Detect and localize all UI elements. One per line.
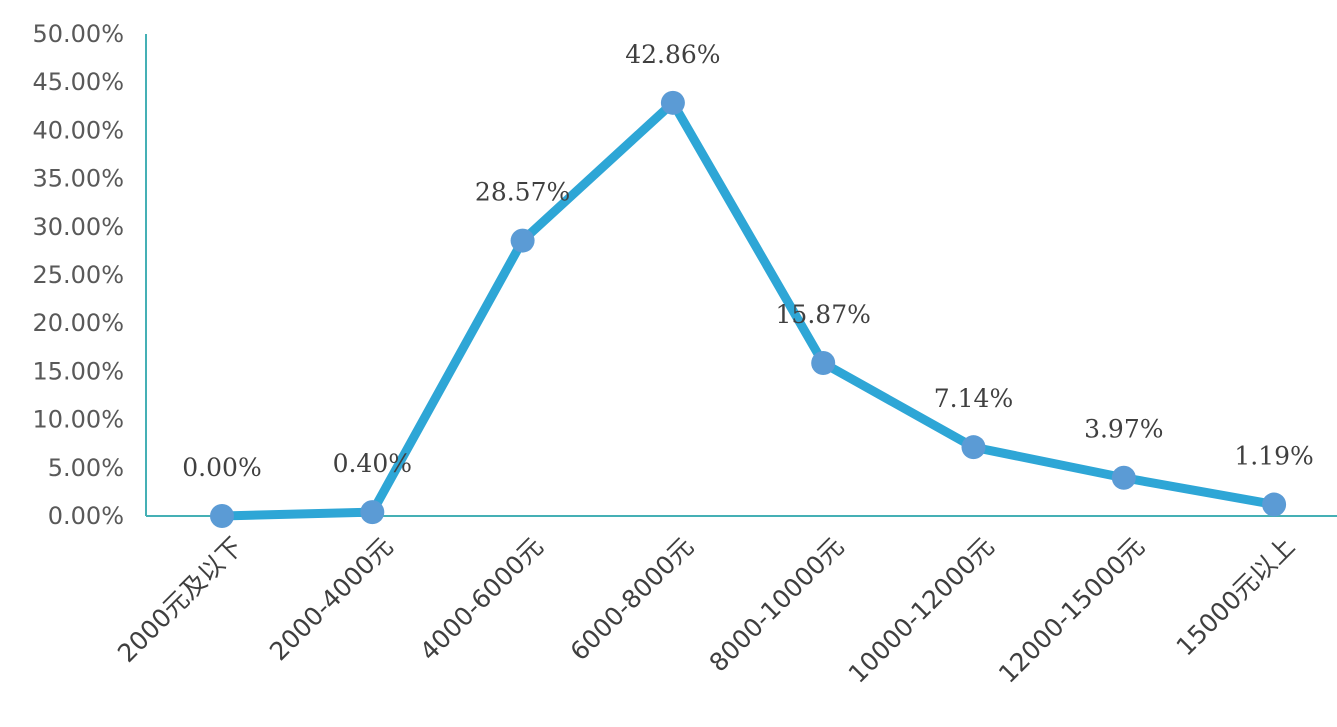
data-point-marker xyxy=(1111,465,1136,490)
y-tick-label: 50.00% xyxy=(32,20,124,48)
series-line-path xyxy=(217,98,1279,521)
x-category-label: 2000-4000元 xyxy=(264,532,399,667)
data-value-label: 0.00% xyxy=(182,453,261,482)
data-value-label: 7.14% xyxy=(934,384,1013,413)
y-tick-label: 10.00% xyxy=(32,406,124,434)
x-category-label: 4000-6000元 xyxy=(414,532,549,667)
x-category-label: 8000-10000元 xyxy=(704,532,850,678)
y-tick-label: 25.00% xyxy=(32,261,124,289)
y-tick-label: 15.00% xyxy=(32,357,124,385)
data-value-label: 0.40% xyxy=(333,449,412,478)
data-value-label: 1.19% xyxy=(1234,442,1313,471)
x-category-label: 12000-15000元 xyxy=(993,532,1150,689)
data-value-label: 3.97% xyxy=(1084,415,1163,444)
y-tick-label: 0.00% xyxy=(48,502,124,530)
data-point-marker xyxy=(1262,492,1287,517)
y-tick-label: 30.00% xyxy=(32,213,124,241)
data-value-label: 28.57% xyxy=(475,178,570,207)
data-value-label: 42.86% xyxy=(625,40,720,69)
x-category-label: 2000元及以下 xyxy=(112,532,248,668)
x-category-label: 10000-12000元 xyxy=(843,532,1000,689)
series-line xyxy=(217,98,1279,521)
x-category-label: 15000元以上 xyxy=(1171,532,1301,662)
data-value-label: 15.87% xyxy=(776,300,871,329)
data-point-marker xyxy=(510,228,535,253)
data-point-marker xyxy=(961,435,986,460)
x-category-label: 6000-8000元 xyxy=(565,532,700,667)
y-tick-label: 20.00% xyxy=(32,309,124,337)
x-axis: 2000元及以下 2000-4000元 4000-6000元 6000-8000元 80… xyxy=(112,515,1337,689)
y-axis: 0.00% 5.00% 10.00% 15.00% 20.00% 25.00% 30.00%… xyxy=(32,20,147,530)
data-point-marker xyxy=(360,500,385,525)
y-tick-label: 45.00% xyxy=(32,68,124,96)
y-tick-label: 5.00% xyxy=(48,454,124,482)
y-tick-label: 35.00% xyxy=(32,165,124,193)
data-point-marker xyxy=(811,351,836,376)
data-labels: 0.00% 0.40% 28.57% 42.86% 15.87% 7.14% 3.97% 1.… xyxy=(182,40,1314,482)
data-point-marker xyxy=(210,504,234,528)
y-tick-label: 40.00% xyxy=(32,116,124,144)
data-point-marker xyxy=(660,90,685,115)
data-markers xyxy=(210,90,1287,528)
